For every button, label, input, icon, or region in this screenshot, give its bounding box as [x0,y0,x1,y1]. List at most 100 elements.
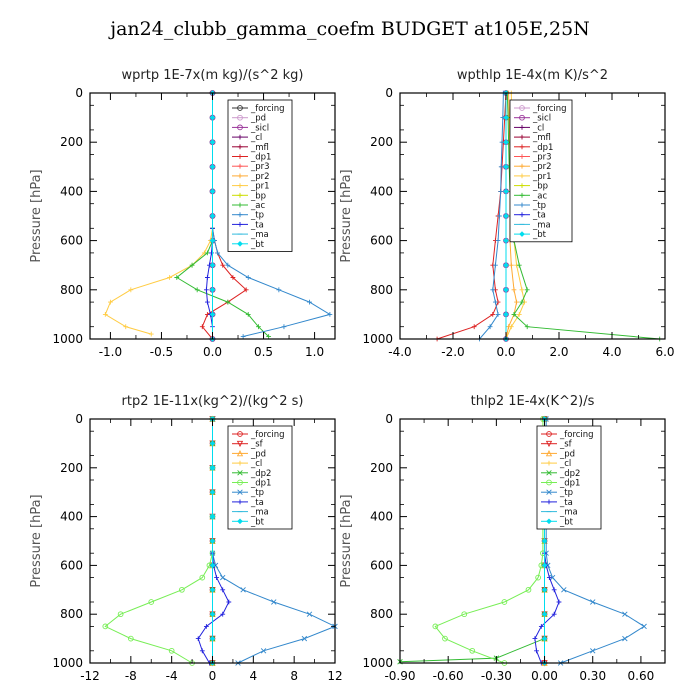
legend-entry-bt: _bt [232,240,265,250]
data-point [498,189,504,194]
y-axis-label: Pressure [hPa] [339,494,354,587]
data-point [128,287,134,293]
x-tick-label: -8 [125,669,137,683]
data-point [209,635,216,642]
legend-marker [519,202,525,208]
legend-marker [519,144,525,150]
y-tick-label: 600 [60,558,83,572]
legend-label: _ta [250,220,264,230]
legend-entry-cl: _cl [541,459,571,469]
legend-label: _ta [559,498,573,508]
data-point [266,334,272,339]
x-tick-label: 0.60 [628,669,655,683]
legend-label: _bt [250,240,265,250]
data-point [226,599,232,605]
data-point [199,648,205,654]
data-point [243,287,249,293]
data-point [503,139,509,146]
data-point [551,587,557,593]
data-point [516,312,522,317]
legend-label: _dp1 [559,479,580,489]
legend-marker [237,222,243,227]
panel-1: wprtp 1E-7x(m kg)/(s^2 kg) Pressure [hPa]… [29,68,336,359]
legend-marker [237,114,243,121]
legend-label: _mfl [250,143,269,153]
legend-label: _pd [250,114,266,124]
legend-marker [236,440,244,448]
legend-label: _bt [250,517,265,527]
y-tick-label: 0 [385,86,393,100]
data-point [590,648,596,654]
legend-marker [237,202,243,208]
legend-marker [519,154,525,159]
legend-entry-tp: _tp [232,488,264,498]
data-point [209,513,216,520]
y-tick-label: 200 [60,461,83,475]
legend-entry-dp2: _dp2 [232,469,271,479]
data-point [220,262,226,268]
data-point [203,287,209,293]
data-point [108,299,113,305]
series-dp2 [397,416,548,665]
y-tick-label: 0 [385,412,393,426]
legend-entry-cl: _cl [232,133,262,143]
legend-label: _forcing [250,430,285,440]
legend-marker [237,479,243,486]
legend: _forcing_sicl_cl_mfl_dp1_pr3_pr2_pr1_bp_… [509,99,573,243]
legend-marker [237,134,243,140]
legend-entry-forcing: _forcing [232,104,285,114]
data-point [209,250,214,256]
legend-marker [545,449,553,457]
legend-entry-forcing: _forcing [232,430,285,440]
data-point [215,250,221,256]
data-point [209,237,216,244]
panel-title: wprtp 1E-7x(m kg)/(s^2 kg) [122,68,304,83]
data-point [306,611,313,617]
x-tick-label: -0.60 [433,669,464,683]
legend-marker [237,173,243,179]
data-point [209,262,216,269]
data-point [220,587,226,593]
series-line [104,419,213,664]
x-tick-label: -1.0 [99,345,122,359]
y-tick-label: 0 [75,86,83,100]
legend-entry-sf: _sf [541,440,573,450]
y-tick-label: 400 [60,184,83,198]
data-point [511,287,517,293]
legend-marker [546,489,552,495]
x-tick-label: 0.0 [496,345,515,359]
data-point [503,114,509,121]
y-tick-label: 800 [60,283,83,297]
data-point [204,299,210,305]
legend-label: _tp [559,488,573,498]
data-point [503,286,509,293]
legend-marker [546,431,552,437]
legend-marker [545,440,553,448]
data-point [508,262,514,268]
legend-entry-sicl: _sicl [514,114,551,124]
data-point [209,311,216,318]
legend-label: _pr1 [250,182,270,192]
legend-entry-cl: _cl [514,123,544,133]
legend-label: _ta [532,211,546,221]
data-point [556,599,562,605]
data-point [245,312,251,317]
x-tick-label: 12 [327,669,342,683]
legend-marker [237,124,243,131]
panel-title: rtp2 1E-11x(kg^2)/(kg^2 s) [122,394,304,409]
data-point [561,587,567,593]
legend-entry-tp: _tp [232,211,264,221]
figure-title: jan24_clubb_gamma_coefm BUDGET at105E,25… [110,18,590,40]
legend-entry-bt: _bt [514,230,547,240]
legend-label: _pr3 [532,153,552,163]
x-tick-label: -0.5 [150,345,173,359]
series-line [434,419,544,664]
legend-entry-bt: _bt [232,517,265,527]
legend-entry-dp1: _dp1 [232,153,271,163]
y-tick-label: 600 [370,234,393,248]
data-point [327,312,333,317]
data-point [442,635,448,642]
data-point [245,275,251,280]
data-point [281,324,287,330]
